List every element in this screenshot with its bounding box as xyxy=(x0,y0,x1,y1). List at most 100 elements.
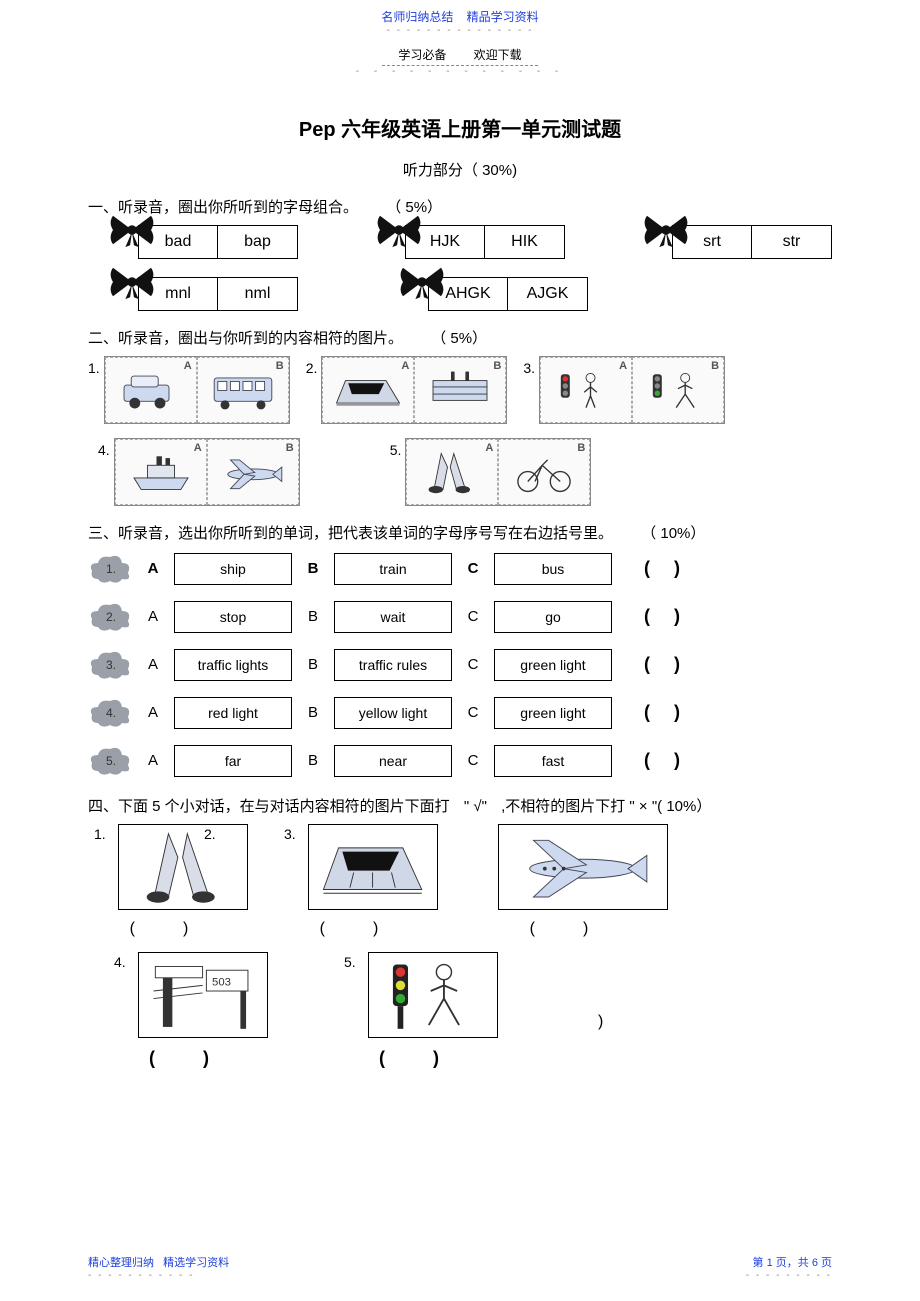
footer: 精心整理归纳 精选学习资料 - - - - - - - - - - - 第 1 … xyxy=(88,1254,832,1281)
q4-heading-text-1: 四、下面 5 个小对话，在与对话内容相符的图片下面打 xyxy=(88,798,450,815)
word-box: train xyxy=(334,553,452,585)
q1-heading: 一、听录音，圈出你所听到的字母组合。 （ 5%） xyxy=(88,196,832,217)
q4-item-3: () xyxy=(498,824,668,938)
pic-train xyxy=(308,824,438,910)
col-b: B xyxy=(306,560,320,577)
q4-num: 1. xyxy=(94,826,106,842)
answer-paren: () xyxy=(644,702,704,723)
pic-trafficlight xyxy=(368,952,498,1038)
q4-item-5: 5. () xyxy=(368,952,498,1069)
q3-row-3: 3. A traffic lights B traffic rules C gr… xyxy=(88,647,832,683)
q3-row-2: 2. A stop B wait C go () xyxy=(88,599,832,635)
q2-num: 1. xyxy=(88,356,100,376)
stamp-subway: B xyxy=(414,357,506,423)
q4-num: 5. xyxy=(344,954,356,970)
mid-right: 欢迎下载 xyxy=(474,48,522,62)
answer-paren: () xyxy=(644,558,704,579)
q3-heading-text: 三、听录音，选出你所听到的单词，把代表该单词的字母序号写在右边括号里。 xyxy=(88,525,613,542)
q2-row2: 4. A B 5. A B xyxy=(88,438,832,506)
q2-item-3: 3. A B xyxy=(523,356,725,424)
word-box: green light xyxy=(494,649,612,681)
word-box: go xyxy=(494,601,612,633)
word-box: ship xyxy=(174,553,292,585)
stamp-go: B xyxy=(632,357,724,423)
q4-paren: () xyxy=(149,1048,257,1069)
word-box: yellow light xyxy=(334,697,452,729)
pic-plane xyxy=(498,824,668,910)
q3-row-5: 5. A far B near C fast () xyxy=(88,743,832,779)
mid-header: 学习必备 欢迎下载 - - - - - - - - - - - - xyxy=(88,46,832,77)
q4-row1: 1. () 2. 3. () () xyxy=(88,824,832,938)
col-c: C xyxy=(466,752,480,769)
q1-pair-3: srtstr xyxy=(672,225,832,259)
word-box: fast xyxy=(494,745,612,777)
q4-heading: 四、下面 5 个小对话，在与对话内容相符的图片下面打 " √" ,不相符的图片下… xyxy=(88,795,832,816)
stamp-bus: B xyxy=(197,357,289,423)
col-a: A xyxy=(146,656,160,673)
col-a: A xyxy=(146,752,160,769)
bow-icon xyxy=(642,211,690,249)
cloud-icon: 5. xyxy=(88,743,132,779)
q4-heading-text-2: " √" xyxy=(464,798,487,815)
page-title: Pep 六年级英语上册第一单元测试题 xyxy=(88,113,832,142)
pic-walk xyxy=(118,824,248,910)
q2-item-1: 1. A B xyxy=(88,356,290,424)
bow-icon xyxy=(108,263,156,301)
q1-row2: mnlnml AHGKAJGK xyxy=(88,277,832,311)
answer-paren: () xyxy=(644,654,704,675)
header-dashes: - - - - - - - - - - - - - - - xyxy=(88,25,832,36)
answer-paren: () xyxy=(644,750,704,771)
q2-percent: （ 5%） xyxy=(431,330,487,347)
answer-paren: () xyxy=(644,606,704,627)
word-box: near xyxy=(334,745,452,777)
col-a: A xyxy=(146,608,160,625)
header-left: 名师归纳总结 xyxy=(381,10,453,24)
cell: str xyxy=(752,225,832,259)
stamp-ship: A xyxy=(115,439,207,505)
cell: HIK xyxy=(485,225,565,259)
q4-paren: () xyxy=(379,1048,487,1069)
cell: bap xyxy=(218,225,298,259)
stamp-train: A xyxy=(322,357,414,423)
bow-icon xyxy=(375,211,423,249)
cloud-icon: 3. xyxy=(88,647,132,683)
footer-right: 第 1 页，共 6 页 - - - - - - - - - xyxy=(746,1254,832,1281)
stamp-stop: A xyxy=(540,357,632,423)
q1-pair-5: AHGKAJGK xyxy=(428,277,588,311)
word-box: far xyxy=(174,745,292,777)
col-c: C xyxy=(466,608,480,625)
col-c: C xyxy=(466,656,480,673)
stamp-walk: A xyxy=(406,439,498,505)
col-b: B xyxy=(306,704,320,721)
stray-paren: ) xyxy=(598,989,603,1031)
top-header: 名师归纳总结 精品学习资料 - - - - - - - - - - - - - … xyxy=(88,8,832,36)
q1-pair-2: HJKHIK xyxy=(405,225,565,259)
q3-table: 1. A ship B train C bus () 2. A stop B w… xyxy=(88,551,832,779)
q4-item-2: 2. 3. () xyxy=(308,824,438,938)
q4-item-1: 1. () xyxy=(118,824,248,938)
col-c: C xyxy=(466,560,480,577)
q4-item-4: 4. 503 () xyxy=(138,952,268,1069)
q3-heading: 三、听录音，选出你所听到的单词，把代表该单词的字母序号写在右边括号里。 （ 10… xyxy=(88,522,832,543)
header-right: 精品学习资料 xyxy=(467,10,539,24)
q1-row1: badbap HJKHIK srtstr xyxy=(88,225,832,259)
col-c: C xyxy=(466,704,480,721)
q2-item-5: 5. A B xyxy=(390,438,592,506)
footer-dashes: - - - - - - - - - xyxy=(746,1270,832,1281)
q3-row-1: 1. A ship B train C bus () xyxy=(88,551,832,587)
q4-row2: 4. 503 () 5. () ) xyxy=(88,952,832,1069)
q4-num: 3. xyxy=(284,826,296,842)
stamp-bike: B xyxy=(498,439,590,505)
word-box: red light xyxy=(174,697,292,729)
word-box: traffic lights xyxy=(174,649,292,681)
word-box: green light xyxy=(494,697,612,729)
mid-left: 学习必备 xyxy=(398,48,446,62)
col-a: A xyxy=(146,560,160,577)
q2-num: 2. xyxy=(306,356,318,376)
footer-left: 精心整理归纳 精选学习资料 - - - - - - - - - - - xyxy=(88,1254,229,1281)
q2-num: 3. xyxy=(523,356,535,376)
col-b: B xyxy=(306,656,320,673)
svg-text:503: 503 xyxy=(212,976,231,988)
word-box: traffic rules xyxy=(334,649,452,681)
cloud-icon: 4. xyxy=(88,695,132,731)
